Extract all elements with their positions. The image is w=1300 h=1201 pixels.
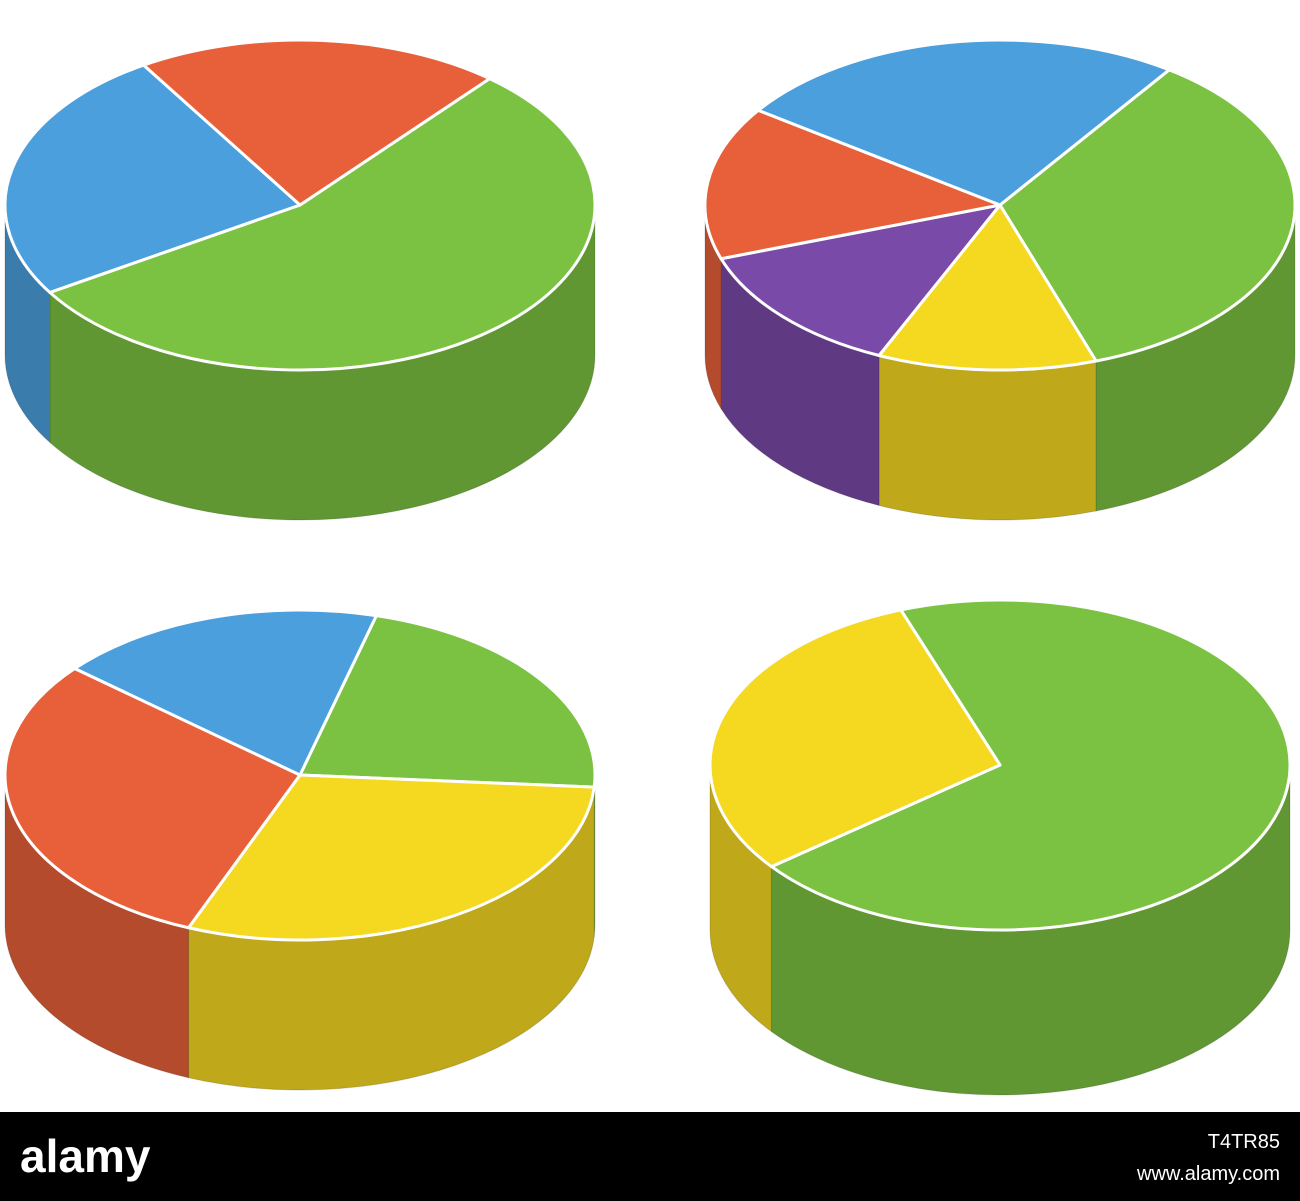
pie-sides xyxy=(4,774,596,1091)
slice-side xyxy=(878,354,1097,521)
pie-slice xyxy=(756,38,1171,207)
pie-slice xyxy=(3,63,302,294)
pie-sides xyxy=(704,204,1296,521)
pie-slice xyxy=(708,608,1002,869)
pie-slice xyxy=(998,68,1297,363)
pie-tops xyxy=(708,598,1292,932)
pie-slice xyxy=(48,77,597,372)
footer-url: www.alamy.com xyxy=(1136,1163,1280,1185)
footer-logo: alamy xyxy=(20,1130,151,1182)
pie-slice xyxy=(3,667,302,930)
image-id: T4TR85 xyxy=(1208,1131,1280,1153)
pie-slice xyxy=(187,773,596,942)
pie-tops xyxy=(3,38,597,372)
pie-slice xyxy=(877,203,1098,372)
pie-slice xyxy=(769,598,1292,932)
pie-slice xyxy=(142,38,492,207)
pie-slice xyxy=(73,608,378,777)
pie-tops xyxy=(3,608,597,942)
pie-charts xyxy=(3,38,1297,1096)
footer-bar xyxy=(0,1112,1300,1201)
pie-slice xyxy=(719,203,1002,357)
pie-slice xyxy=(298,614,597,789)
pie-slice xyxy=(703,108,1002,261)
pie-tops xyxy=(703,38,1297,372)
